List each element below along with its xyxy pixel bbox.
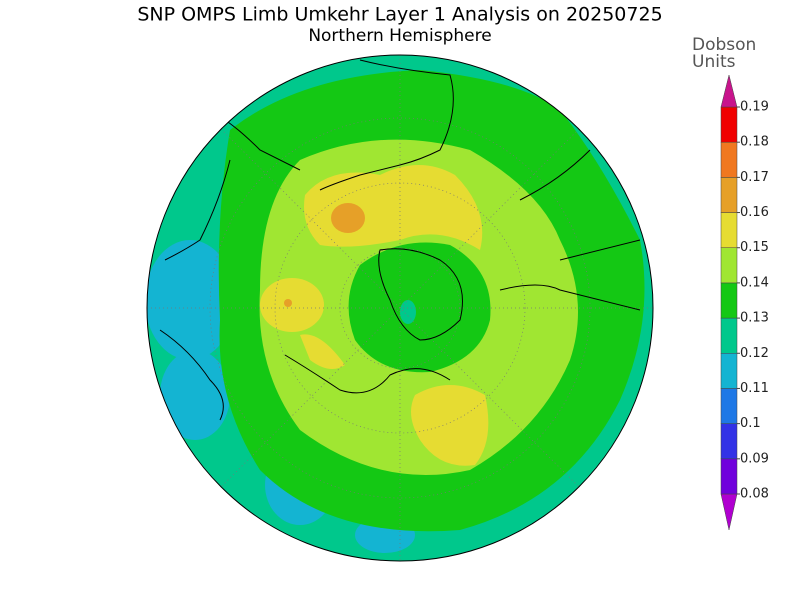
map-field <box>400 300 416 324</box>
colorbar-tick-label: 0.08 <box>740 487 769 502</box>
colorbar-tick-label: 0.17 <box>740 170 769 185</box>
map-field <box>160 350 230 440</box>
map-field <box>284 299 292 307</box>
colorbar-tick-label: 0.13 <box>740 311 769 326</box>
colorbar-tick-label: 0.1 <box>740 416 761 431</box>
colorbar-tick-label: 0.11 <box>740 381 769 396</box>
map-border <box>146 54 654 562</box>
colorbar-label: Dobson <box>692 35 756 55</box>
colorbar: 0.08 0.09 0.1 0.11 0.12 0.13 0.14 0.15 0.16 0.17 0… <box>720 74 769 531</box>
colorbar-band <box>720 106 738 143</box>
colorbar-tick-label: 0.15 <box>740 240 769 255</box>
colorbar-extend <box>720 74 738 108</box>
colorbar-band <box>720 353 738 389</box>
graticule <box>209 117 591 499</box>
colorbar-label: Units <box>692 52 736 72</box>
colorbar-band <box>720 247 738 284</box>
subtitle: Northern Hemisphere <box>308 26 491 46</box>
colorbar-extend <box>720 493 738 531</box>
map-field <box>348 242 491 373</box>
colorbar-tick-label: 0.12 <box>740 346 769 361</box>
colorbar-tick-label: 0.09 <box>740 451 769 466</box>
map-field <box>331 203 365 233</box>
colorbar-tick-label: 0.16 <box>740 205 769 220</box>
map-field <box>260 278 324 332</box>
colorbar-band <box>720 423 738 460</box>
map-field <box>147 240 235 360</box>
colorbar-band <box>720 458 738 495</box>
colorbar-band <box>720 141 738 178</box>
colorbar-band <box>720 388 738 424</box>
colorbar-tick-label: 0.19 <box>740 100 769 115</box>
map <box>147 55 653 561</box>
map-field <box>300 334 345 369</box>
title: SNP OMPS Limb Umkehr Layer 1 Analysis on… <box>137 4 662 26</box>
colorbar-band <box>720 212 738 248</box>
colorbar-band <box>720 282 738 319</box>
colorbar-tick-label: 0.14 <box>740 275 769 290</box>
map-field <box>411 385 489 466</box>
colorbar-band <box>720 177 738 213</box>
coastline <box>159 59 641 421</box>
colorbar-band <box>720 317 738 354</box>
map-field <box>304 165 483 250</box>
graticule <box>147 55 653 561</box>
colorbar-tick-label: 0.18 <box>740 135 769 150</box>
coastline <box>378 248 463 341</box>
